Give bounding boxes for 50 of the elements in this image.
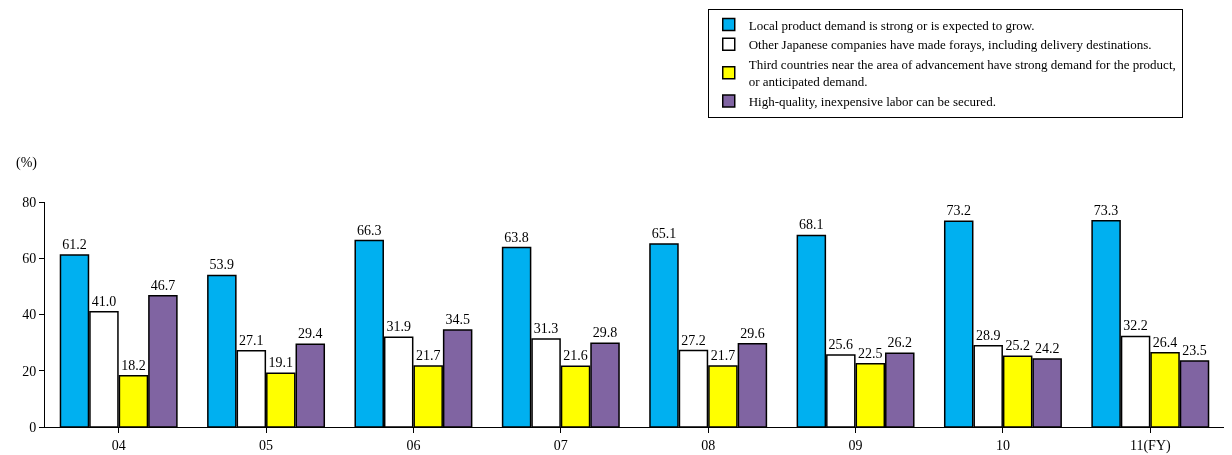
y-tick-label: 60 bbox=[22, 251, 37, 267]
x-tick-label: 05 bbox=[259, 437, 274, 453]
data-label: 29.6 bbox=[740, 325, 765, 341]
data-label: 28.9 bbox=[975, 327, 1001, 343]
data-label: 65.1 bbox=[651, 225, 677, 241]
data-label: 73.3 bbox=[1093, 202, 1119, 218]
data-label: 32.2 bbox=[1123, 318, 1148, 334]
data-label: 46.7 bbox=[150, 277, 176, 293]
data-label: 25.6 bbox=[828, 337, 854, 352]
legend-label: Other Japanese companies have made forays, including delivery destinations. bbox=[748, 37, 1152, 53]
data-label: 73.2 bbox=[946, 203, 971, 219]
data-label: 27.1 bbox=[239, 332, 264, 348]
data-label: 23.5 bbox=[1182, 342, 1207, 358]
data-label: 19.1 bbox=[268, 355, 294, 371]
data-label: 29.8 bbox=[592, 325, 618, 341]
legend-label: Third countries near the area of advancement have strong demand for the product, or anticipated demand. bbox=[748, 57, 1176, 90]
data-label: 34.5 bbox=[445, 311, 470, 327]
x-tick-label: 08 bbox=[701, 437, 716, 453]
x-tick-label: 11(FY) bbox=[1129, 437, 1171, 454]
x-tick-label: 09 bbox=[848, 437, 863, 453]
data-label: 27.2 bbox=[681, 332, 706, 348]
legend-label: High-quality, inexpensive labor can be secured. bbox=[748, 94, 996, 110]
x-tick-label: 10 bbox=[995, 437, 1010, 453]
x-tick-label: 06 bbox=[406, 437, 421, 453]
data-label: 31.9 bbox=[386, 319, 411, 335]
y-tick-label: 20 bbox=[22, 363, 37, 379]
data-label: 53.9 bbox=[209, 257, 235, 273]
y-tick-label: 40 bbox=[22, 307, 37, 323]
data-label: 41.0 bbox=[91, 293, 117, 309]
data-label: 22.5 bbox=[858, 345, 883, 361]
legend-label: Local product demand is strong or is expected to grow. bbox=[748, 17, 1035, 33]
data-label: 68.1 bbox=[799, 217, 824, 233]
data-label: 63.8 bbox=[504, 229, 529, 245]
data-label: 25.2 bbox=[1005, 338, 1030, 354]
data-label: 31.3 bbox=[533, 320, 559, 336]
data-label: 29.4 bbox=[298, 326, 323, 342]
x-tick-label: 04 bbox=[111, 437, 126, 453]
y-tick-label: 0 bbox=[29, 419, 37, 435]
y-axis-title: (%) bbox=[16, 155, 38, 171]
data-label: 21.7 bbox=[710, 347, 736, 363]
data-label: 18.2 bbox=[121, 357, 146, 373]
y-tick-label: 80 bbox=[22, 194, 37, 210]
data-label: 26.4 bbox=[1152, 334, 1178, 350]
data-label: 61.2 bbox=[62, 236, 87, 252]
data-label: 24.2 bbox=[1034, 340, 1060, 356]
data-label: 21.7 bbox=[415, 347, 441, 363]
data-label: 26.2 bbox=[887, 335, 913, 351]
x-tick-label: 07 bbox=[553, 437, 568, 453]
data-label: 66.3 bbox=[356, 222, 382, 238]
data-label: 21.6 bbox=[563, 348, 588, 364]
